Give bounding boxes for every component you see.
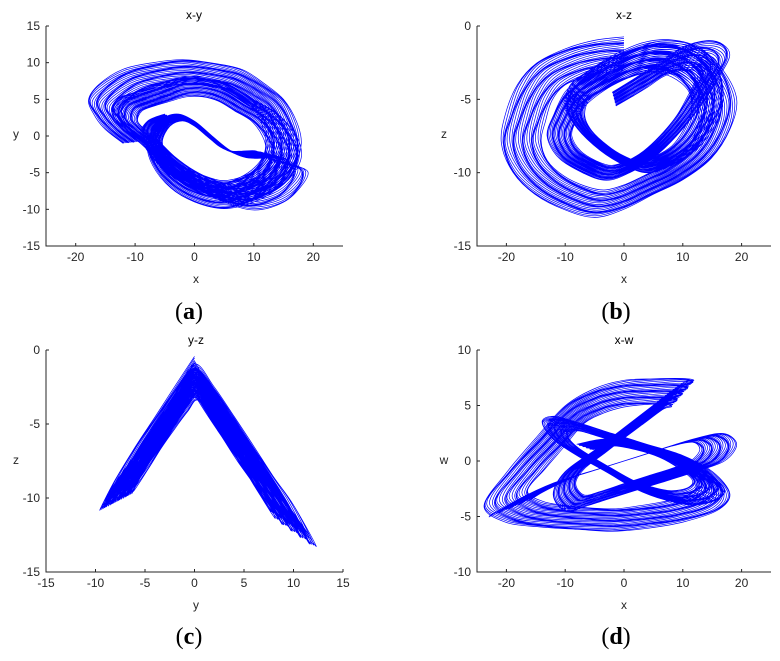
panel-a-xlabel: x <box>193 272 199 286</box>
panel-b-xtick-label: -10 <box>557 250 575 264</box>
panel-b-ytick-label: -15 <box>454 239 472 253</box>
panel-a-ylabel: y <box>13 127 19 141</box>
panel-b-ylabel: z <box>441 127 447 141</box>
panel-b-xtick-label: 0 <box>621 250 628 264</box>
panel-d-ytick-label: 5 <box>464 399 471 413</box>
panel-a-ytick-label: 5 <box>33 92 40 106</box>
panel-c-trajectory <box>99 356 317 547</box>
panel-d-ytick-label: -10 <box>454 565 472 579</box>
panel-c-title: y-z <box>188 333 204 347</box>
panel-b-ticks: -20 -10 0 10 20 -15 -10 -5 0 <box>454 19 749 264</box>
panel-d-xtick-label: 10 <box>676 576 690 590</box>
panel-b: x-z -20 -10 0 10 20 -15 -10 -5 0 x z (b) <box>441 8 771 325</box>
panel-a-ytick-label: -5 <box>29 166 40 180</box>
panel-c-xtick-label: 15 <box>336 576 350 590</box>
panel-c-ytick-label: 0 <box>33 343 40 357</box>
panel-b-xtick-label: -20 <box>498 250 516 264</box>
panel-a-xtick-label: 0 <box>191 250 198 264</box>
panel-c-xtick-label: -10 <box>87 576 105 590</box>
panel-a-ytick-label: 0 <box>33 129 40 143</box>
panel-b-xlabel: x <box>621 272 627 286</box>
panel-d-xtick-label: 0 <box>621 576 628 590</box>
panel-b-ytick-label: -5 <box>460 92 471 106</box>
panel-d-ytick-label: -5 <box>460 510 471 524</box>
panel-d-xtick-label: 20 <box>735 576 749 590</box>
panel-a-ytick-label: 10 <box>27 56 41 70</box>
panel-a-ytick-label: -10 <box>23 202 41 216</box>
panel-b-trajectory <box>500 36 738 218</box>
panel-d: x-w -20 -10 0 10 20 -10 -5 0 5 10 x w (d) <box>439 333 771 650</box>
panel-d-ytick-label: 10 <box>458 343 472 357</box>
panel-c-ylabel: z <box>13 453 19 467</box>
panel-c-xtick-label: 5 <box>241 576 248 590</box>
panel-b-xtick-label: 10 <box>676 250 690 264</box>
panel-a: x-y -20 -10 0 10 20 -15 -10 -5 0 5 10 15 x y (a) <box>13 8 343 325</box>
panel-d-ticks: -20 -10 0 10 20 -10 -5 0 5 10 <box>454 343 749 590</box>
panel-a-xtick-label: 20 <box>307 250 321 264</box>
panel-a-xtick-label: -10 <box>126 250 144 264</box>
panel-d-xtick-label: -20 <box>498 576 516 590</box>
panel-b-caption: (b) <box>601 299 630 325</box>
panel-c-ytick-label: -5 <box>29 417 40 431</box>
panel-a-title: x-y <box>186 8 202 22</box>
panel-d-xlabel: x <box>621 598 627 612</box>
panel-b-ytick-label: 0 <box>464 19 471 33</box>
panel-a-xtick-label: 10 <box>247 250 261 264</box>
panel-d-xtick-label: -10 <box>557 576 575 590</box>
panel-a-ticks: -20 -10 0 10 20 -15 -10 -5 0 5 10 15 <box>23 19 321 264</box>
panel-a-ytick-label: 15 <box>27 19 41 33</box>
panel-a-ytick-label: -15 <box>23 239 41 253</box>
panel-c-xtick-label: -5 <box>140 576 151 590</box>
panel-b-ytick-label: -10 <box>454 166 472 180</box>
panel-d-ylabel: w <box>439 453 449 467</box>
panel-c-ticks: -15 -10 -5 0 5 10 15 -15 -10 -5 0 <box>23 343 350 590</box>
panel-c: y-z -15 -10 -5 0 5 10 15 -15 -10 -5 0 y z (c) <box>13 333 350 650</box>
panel-b-xtick-label: 20 <box>735 250 749 264</box>
panel-c-xtick-label: 10 <box>287 576 301 590</box>
panel-c-xtick-label: -15 <box>37 576 55 590</box>
panel-c-xlabel: y <box>193 598 199 612</box>
panel-a-caption: (a) <box>175 299 203 325</box>
panel-a-trajectory <box>88 59 309 211</box>
panel-c-ytick-label: -10 <box>23 491 41 505</box>
panel-c-caption: (c) <box>176 624 203 650</box>
panel-c-xtick-label: 0 <box>191 576 198 590</box>
panel-c-ytick-label: -15 <box>23 565 41 579</box>
panel-d-ytick-label: 0 <box>464 454 471 468</box>
panel-d-title: x-w <box>615 333 634 347</box>
panel-d-trajectory <box>483 378 738 532</box>
panel-d-caption: (d) <box>601 624 630 650</box>
panel-a-xtick-label: -20 <box>67 250 85 264</box>
panel-b-title: x-z <box>616 8 632 22</box>
